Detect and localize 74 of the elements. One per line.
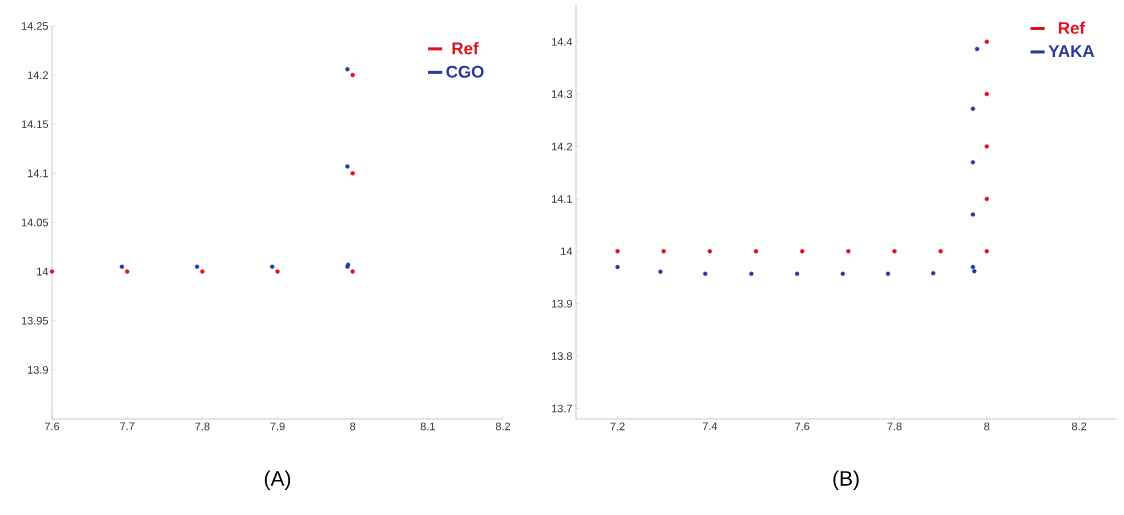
point [794, 271, 800, 277]
x-tick-label: 7.7 [120, 422, 135, 431]
point [345, 164, 350, 169]
point [749, 271, 754, 277]
y-tick-label: 14.1 [551, 195, 572, 203]
point [970, 212, 976, 217]
y-tick-label: 13.9 [27, 365, 48, 374]
point [270, 264, 275, 269]
x-tick-label: 8.1 [420, 422, 435, 431]
point [984, 39, 989, 44]
point [970, 106, 976, 111]
x-tick-label: 8.2 [1071, 422, 1087, 431]
point [753, 249, 759, 254]
x-tick-label: 7.9 [270, 422, 285, 431]
y-tick-label: 13.8 [551, 352, 573, 360]
point [974, 46, 980, 52]
x-tick-label: 8 [350, 422, 356, 431]
point [658, 269, 663, 274]
point [350, 72, 355, 78]
point [615, 264, 620, 270]
x-tick-label: 8 [984, 422, 990, 431]
y-tick-label: 14.1 [27, 169, 48, 178]
point [194, 264, 200, 269]
point [799, 249, 805, 254]
point [846, 249, 851, 254]
x-tick-label: 7.4 [702, 422, 718, 431]
point [938, 249, 943, 254]
y-tick-label: 14.2 [551, 142, 572, 151]
point [984, 144, 989, 149]
y-tick-label: 14.05 [21, 218, 49, 227]
y-tick-label: 14.3 [551, 90, 573, 98]
point [970, 160, 976, 165]
point [931, 271, 936, 276]
x-tick-label: 7.6 [795, 422, 810, 431]
x-tick-label: 7.6 [44, 422, 60, 431]
x-tick-label: 7.8 [195, 422, 210, 431]
y-tick-label: 14.2 [27, 71, 48, 79]
point [119, 264, 125, 269]
point [124, 269, 130, 274]
text: (B) [833, 470, 859, 490]
legend-label: Ref [1058, 21, 1086, 35]
point [984, 91, 989, 97]
x-tick-label: 7.2 [610, 422, 625, 431]
text: (A) [264, 470, 291, 490]
point [350, 269, 355, 274]
point [840, 271, 845, 277]
point [615, 249, 620, 254]
y-tick-label: 14.25 [21, 22, 49, 30]
y-tick-label: 13.95 [21, 316, 49, 325]
point [703, 271, 708, 277]
point [200, 269, 205, 274]
y-tick-label: 14.4 [551, 37, 573, 46]
point [345, 67, 350, 72]
point [970, 264, 976, 270]
legend-label: CGO [446, 65, 484, 78]
point [892, 249, 897, 254]
point [661, 249, 666, 254]
y-tick-label: 14 [37, 267, 49, 276]
y-tick-label: 14.15 [21, 120, 49, 129]
x-tick-label: 7.8 [887, 422, 902, 431]
point [707, 249, 713, 254]
x-tick-label: 8.2 [495, 422, 511, 431]
point [49, 269, 55, 274]
point [972, 269, 977, 274]
y-tick-label: 13.7 [551, 404, 572, 413]
legend-label: Ref [452, 41, 479, 55]
point [885, 271, 891, 277]
y-tick-label: 13.9 [551, 299, 572, 308]
point [984, 196, 989, 202]
legend-label: YAKA [1048, 45, 1095, 57]
point [984, 249, 989, 254]
point [275, 269, 280, 274]
point [350, 171, 355, 176]
y-tick-label: 14 [561, 247, 573, 256]
